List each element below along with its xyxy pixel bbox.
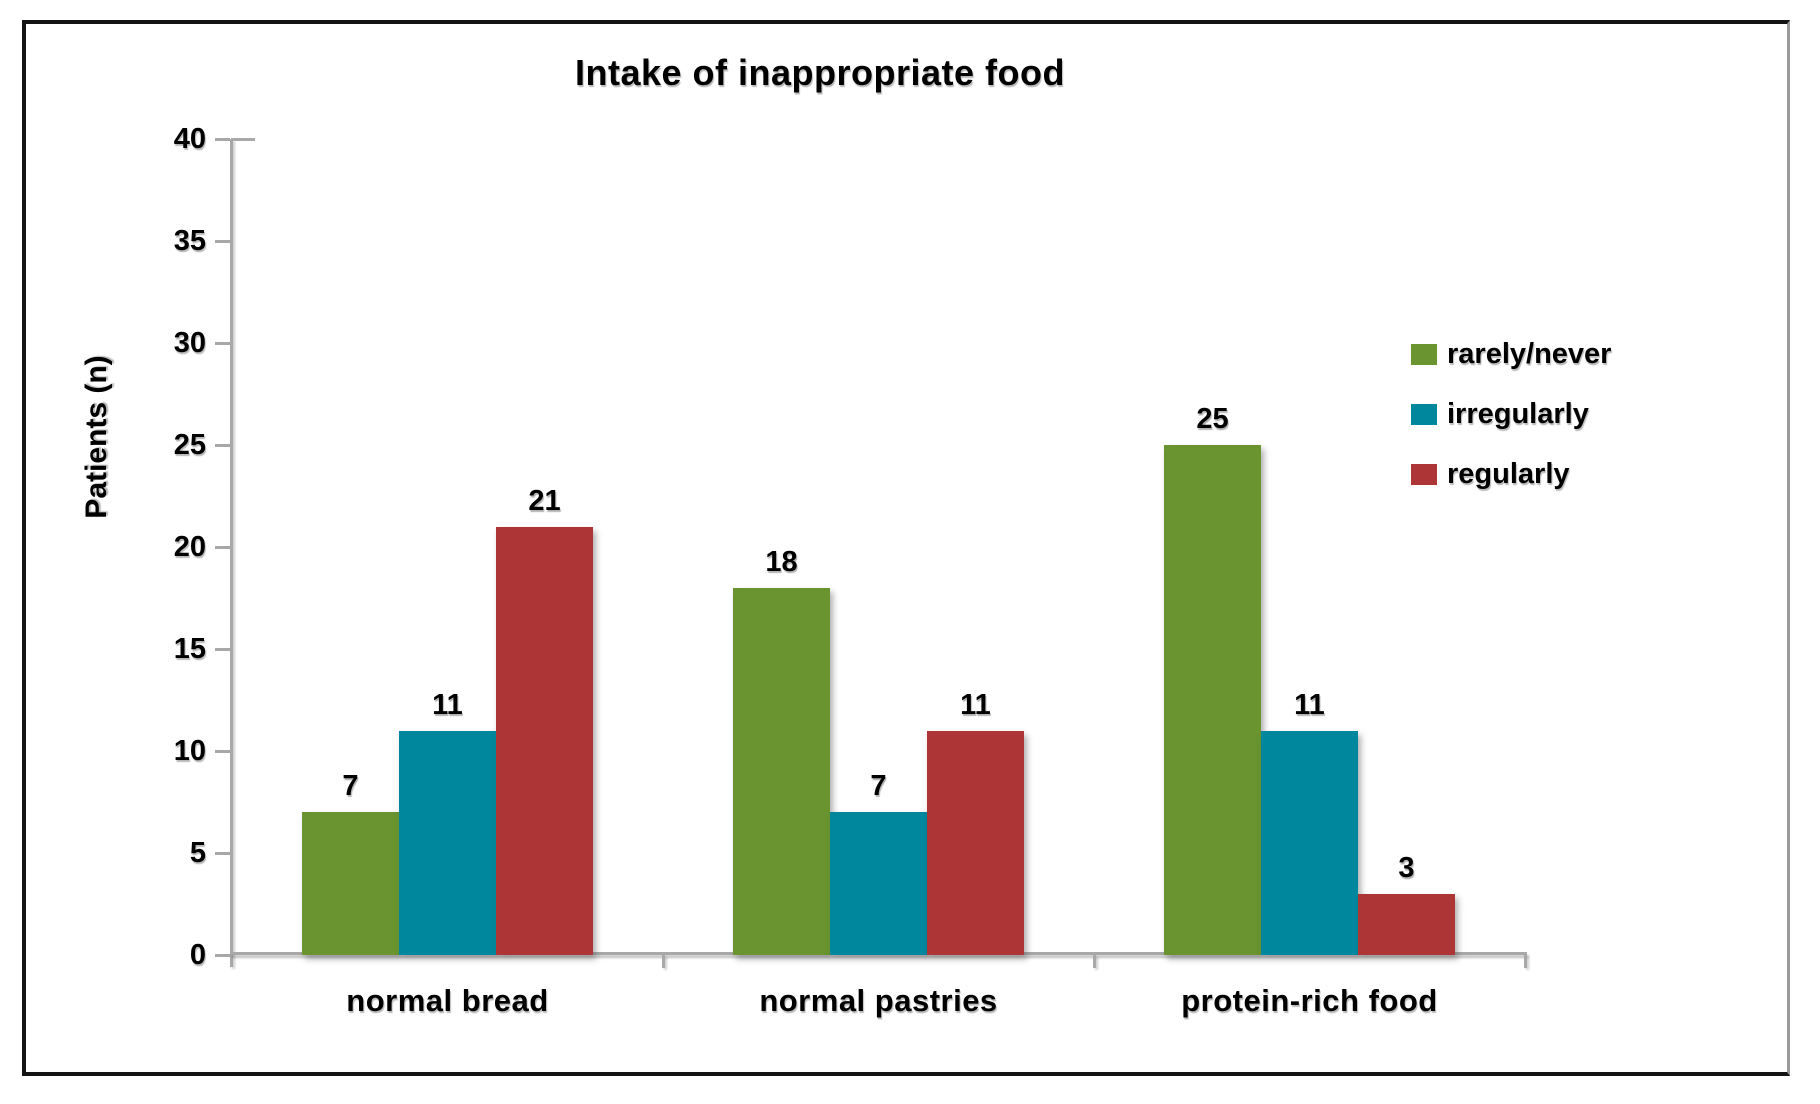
y-tick-label: 5 xyxy=(189,837,206,869)
bar-value-label: 7 xyxy=(870,770,887,802)
y-tick-mark xyxy=(215,851,230,855)
legend-item: regularly xyxy=(1411,458,1611,491)
y-tick-label: 30 xyxy=(173,327,206,359)
y-tick-mark xyxy=(215,749,230,753)
bar-value-label: 11 xyxy=(432,689,463,721)
y-tick-mark xyxy=(215,647,230,651)
y-tick-label: 20 xyxy=(173,531,206,563)
y-tick-label: 35 xyxy=(173,225,206,257)
bar-group: 18 7 11 normal pastries xyxy=(663,139,1094,1018)
legend-label: regularly xyxy=(1447,458,1570,490)
bar xyxy=(1164,445,1261,955)
y-tick-label: 25 xyxy=(173,429,206,461)
y-tick-label: 15 xyxy=(173,633,206,665)
bar xyxy=(302,812,399,955)
bar-group: 7 11 21 normal bread xyxy=(232,139,663,1018)
legend-swatch xyxy=(1411,464,1437,485)
bar xyxy=(733,588,830,955)
x-category-label: protein-rich food xyxy=(1181,983,1438,1018)
x-tick-mark xyxy=(1092,955,1096,968)
bar xyxy=(927,731,1024,955)
bar xyxy=(496,527,593,955)
legend-swatch xyxy=(1411,404,1437,425)
legend-label: rarely/never xyxy=(1447,338,1612,370)
x-tick-mark xyxy=(661,955,665,968)
bar xyxy=(830,812,927,955)
y-tick-mark xyxy=(215,443,230,447)
x-category-label: normal bread xyxy=(346,983,549,1018)
y-tick-label: 0 xyxy=(189,939,206,971)
x-category-label: normal pastries xyxy=(759,983,998,1018)
y-tick-label: 40 xyxy=(173,123,206,155)
bar-value-label: 3 xyxy=(1398,852,1415,884)
y-tick-mark xyxy=(215,137,230,141)
bar-value-label: 25 xyxy=(1196,403,1229,435)
y-tick-mark xyxy=(215,545,230,549)
bar-value-label: 21 xyxy=(528,485,561,517)
bar xyxy=(1261,731,1358,955)
y-axis-line xyxy=(230,139,233,967)
bar xyxy=(399,731,496,955)
chart-title: Intake of inappropriate food xyxy=(574,52,1065,93)
legend-item: irregularly xyxy=(1411,398,1611,431)
legend-item: rarely/never xyxy=(1411,338,1611,371)
bar-group: 25 11 3 protein-rich food xyxy=(1094,139,1525,1018)
y-tick-mark xyxy=(215,341,230,345)
legend-swatch xyxy=(1411,344,1437,365)
chart-frame xyxy=(22,20,1790,1076)
legend-label: irregularly xyxy=(1447,398,1589,430)
plot-area: 0 5 10 15 20 25 30 35 40 7 11 21 normal bread 18 7 11 n… xyxy=(174,123,1527,1018)
legend: rarely/never irregularly regularly xyxy=(1411,338,1611,518)
y-axis-top-tick xyxy=(231,138,255,141)
x-tick-mark xyxy=(1523,955,1527,968)
y-tick-mark xyxy=(215,953,230,957)
bar-value-label: 11 xyxy=(960,689,991,721)
bar-value-label: 18 xyxy=(765,546,798,578)
y-tick-label: 10 xyxy=(173,735,206,767)
y-tick-mark xyxy=(215,239,230,243)
y-axis-title: Patients (n) xyxy=(80,355,113,519)
bar-value-label: 7 xyxy=(342,770,359,802)
bar xyxy=(1358,894,1455,955)
bar-value-label: 11 xyxy=(1294,689,1325,721)
